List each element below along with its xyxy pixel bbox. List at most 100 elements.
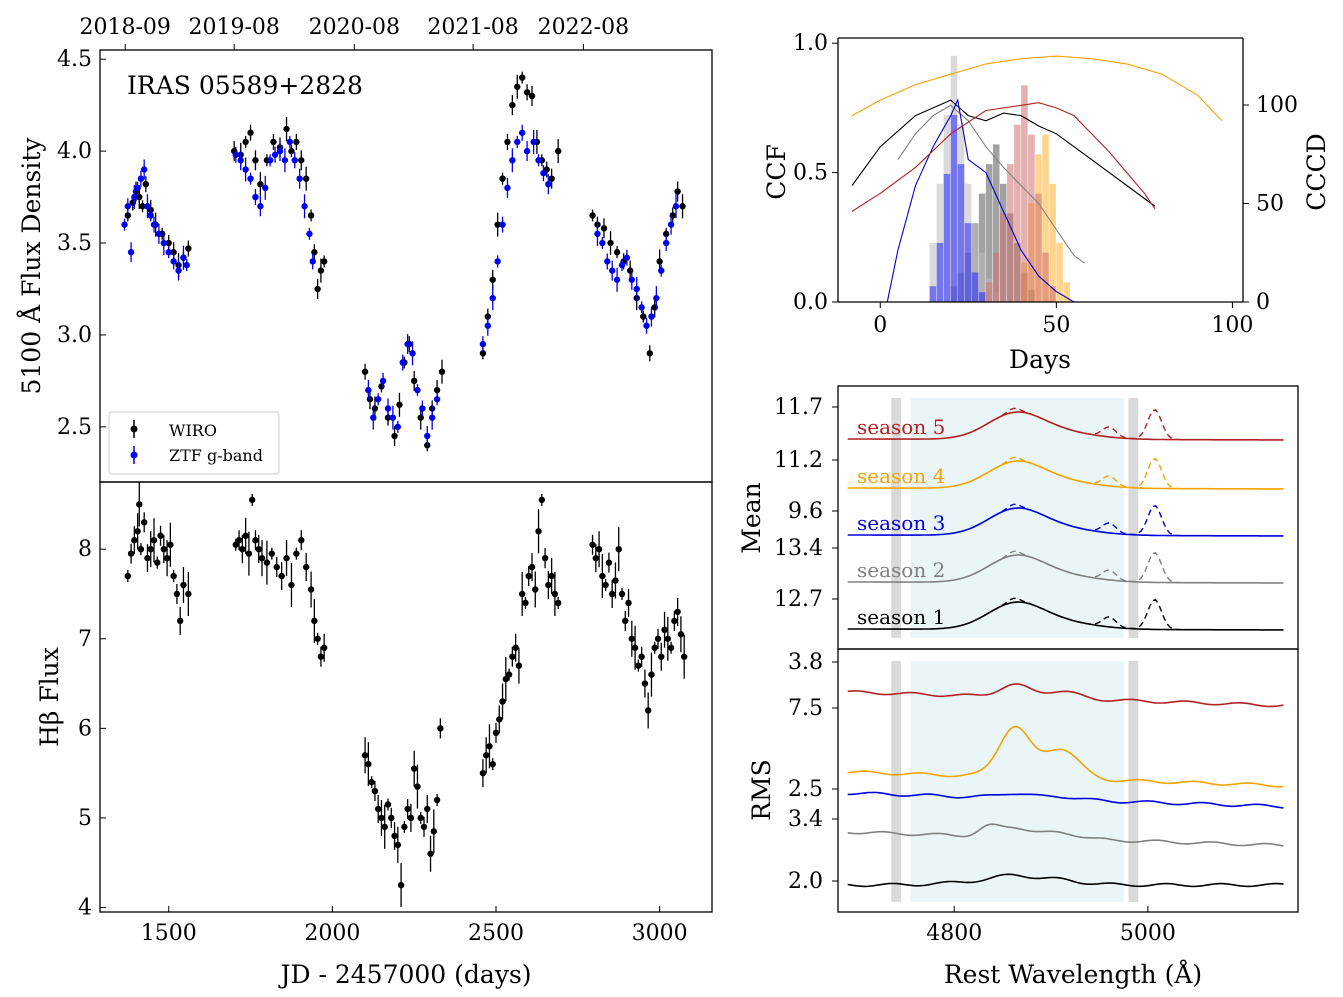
data-point	[551, 590, 559, 598]
data-point	[623, 254, 631, 261]
hbeta-point	[482, 737, 490, 774]
hbeta-point	[505, 668, 513, 681]
continuum-point-ztf	[301, 194, 308, 219]
data-point	[612, 577, 619, 584]
data-point	[180, 581, 187, 589]
continuum-point-ztf	[613, 267, 621, 292]
continuum-point-ztf	[633, 276, 640, 301]
days-xlabel: Days	[1009, 345, 1071, 374]
continuum-ytick-label: 3.5	[57, 231, 92, 256]
mean-ylabel: Mean	[737, 482, 766, 553]
data-point	[430, 828, 438, 835]
data-point	[674, 608, 681, 616]
data-point	[522, 599, 529, 607]
continuum-point-ztf	[266, 154, 274, 167]
hbeta-point	[365, 742, 372, 787]
data-point	[302, 175, 310, 182]
top-axis-date-label: 2021-08	[427, 15, 518, 40]
continuum-point-wiro	[674, 181, 681, 202]
data-point	[170, 572, 177, 580]
data-point	[239, 545, 246, 553]
hbeta-point	[654, 628, 662, 649]
data-point	[381, 823, 388, 831]
continuum-point-ztf	[643, 317, 650, 334]
hbeta-point	[283, 540, 290, 577]
data-point	[384, 405, 392, 412]
hbeta-point	[160, 535, 168, 564]
hbeta-point	[641, 669, 649, 698]
cccd-histogram-bar	[936, 242, 944, 302]
cccd-histogram-bar	[957, 164, 965, 302]
data-point	[163, 554, 171, 562]
ccf-line-season-5	[851, 102, 1156, 212]
data-point	[165, 239, 172, 247]
continuum-point-ztf	[399, 354, 406, 371]
data-point	[173, 590, 181, 598]
data-point	[180, 254, 187, 261]
legend-ztf-label: ZTF g-band	[169, 446, 263, 465]
data-point	[237, 157, 244, 164]
hbeta-point	[401, 820, 408, 833]
continuum-point-ztf	[140, 159, 148, 180]
continuum-point-ztf	[479, 336, 487, 353]
data-point	[648, 313, 655, 320]
data-point	[518, 129, 526, 136]
cccd-histogram-bar	[1007, 164, 1014, 302]
data-point	[489, 760, 496, 768]
hbeta-point	[548, 558, 555, 595]
data-point	[489, 294, 496, 302]
continuum-point-ztf	[672, 194, 680, 219]
cccd-histogram-bar	[1042, 134, 1049, 302]
data-point	[648, 671, 655, 678]
data-point	[144, 554, 151, 562]
data-point	[278, 572, 285, 580]
data-point	[479, 350, 487, 357]
ccf-ytick-label: 0.0	[793, 290, 828, 315]
data-point	[150, 221, 158, 228]
data-point	[535, 528, 542, 535]
hbeta-point	[268, 547, 276, 560]
data-point	[489, 276, 496, 283]
continuum-point-ztf	[545, 174, 552, 195]
mean-spectrum-season-1	[847, 601, 1284, 631]
hbeta-point	[430, 809, 438, 854]
hbeta-point	[302, 553, 310, 582]
hbeta-point	[515, 647, 523, 684]
hbeta-point	[157, 525, 164, 546]
continuum-point-ztf	[127, 242, 135, 263]
rms-ylabel: RMS	[747, 759, 776, 821]
data-point	[654, 635, 662, 642]
data-point	[613, 276, 621, 283]
continuum-point-ztf	[306, 227, 313, 240]
cccd-histogram-bar	[1035, 193, 1042, 302]
data-point	[271, 151, 279, 158]
hbeta-point	[420, 816, 428, 837]
data-point	[658, 653, 665, 660]
mean-spectrum-season-2	[847, 554, 1284, 584]
continuum-point-ztf	[638, 301, 645, 314]
continuum-point-ztf	[144, 194, 151, 219]
data-point	[167, 541, 174, 548]
data-point	[301, 203, 308, 210]
shaded-region	[891, 398, 901, 638]
hbeta-point	[167, 522, 174, 567]
data-point	[242, 166, 249, 173]
data-point	[298, 157, 305, 164]
continuum-point-ztf	[134, 181, 141, 194]
data-point	[140, 166, 148, 173]
jd-xtick-label: 3000	[632, 921, 688, 946]
data-point	[309, 258, 316, 265]
data-point	[433, 796, 441, 804]
data-point	[514, 83, 521, 90]
cccd-histogram-bar	[971, 223, 979, 302]
data-point	[124, 572, 132, 580]
hbeta-point	[680, 634, 688, 679]
data-point	[599, 239, 606, 247]
data-point	[252, 157, 259, 164]
continuum-point-wiro	[514, 74, 521, 99]
hbeta-ylabel: Hβ Flux	[35, 647, 64, 747]
hbeta-point	[150, 518, 158, 563]
data-point	[396, 401, 403, 408]
hbeta-point	[258, 540, 266, 577]
hbeta-point	[502, 657, 510, 702]
